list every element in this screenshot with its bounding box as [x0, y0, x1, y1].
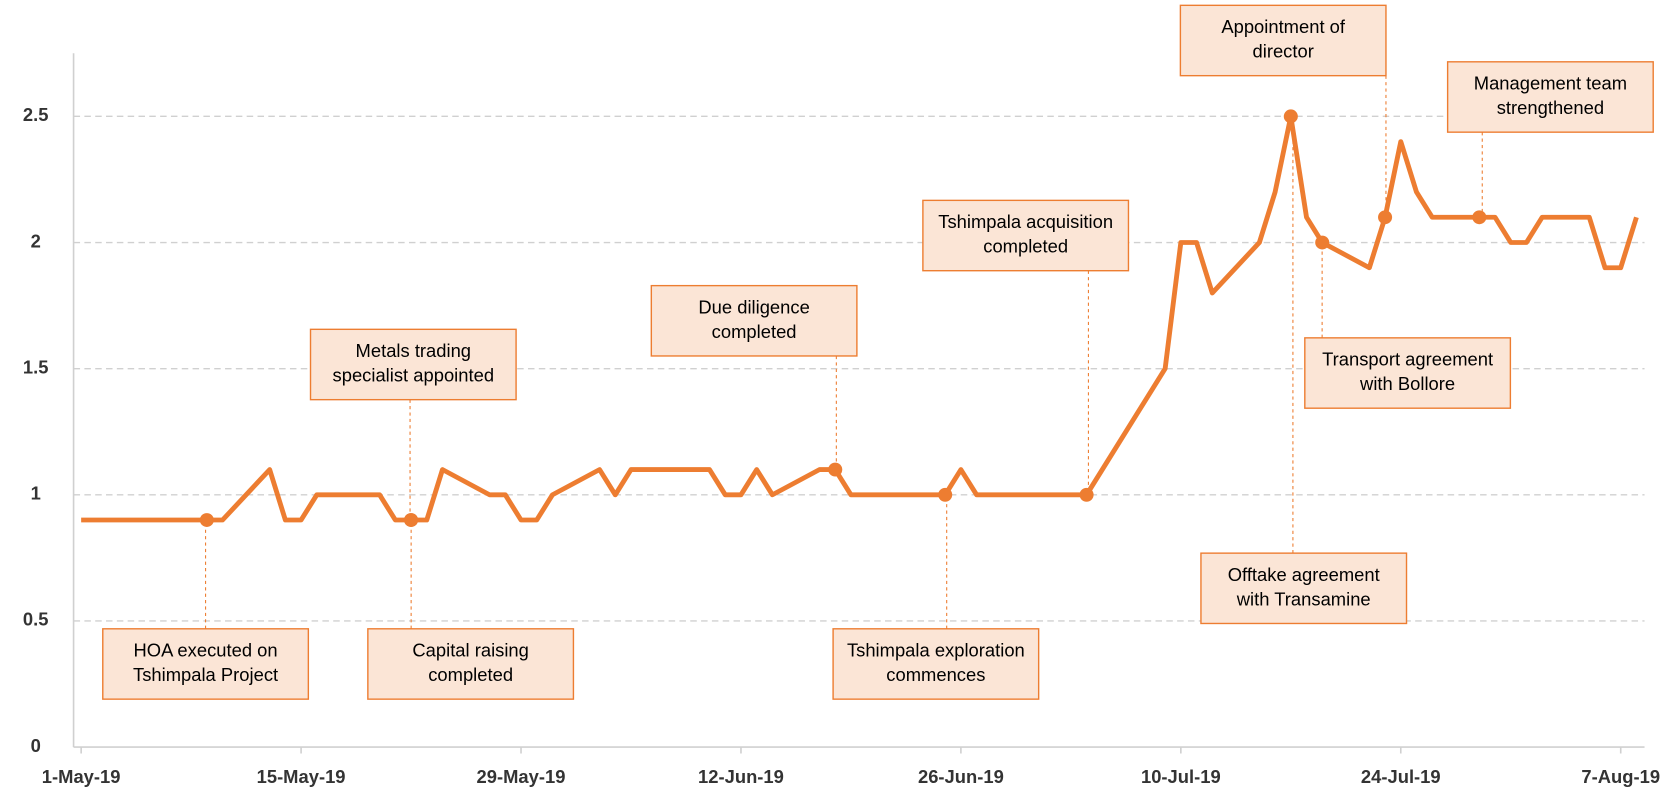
annotation: Capital raising completed	[367, 628, 575, 700]
annotation: Management team strengthened	[1446, 61, 1654, 133]
annotation-box	[1179, 4, 1387, 77]
annotation-text: Management team	[1474, 73, 1627, 94]
annotation-text: specialist appointed	[333, 365, 495, 386]
annotation-leader	[945, 494, 948, 629]
annotation-box	[102, 628, 310, 700]
annotation-text: Due diligence	[698, 296, 809, 317]
y-tick-label: 2	[31, 230, 41, 251]
annotation-leader	[205, 519, 207, 629]
annotation-box	[1304, 337, 1512, 409]
y-tick-label: 0.5	[23, 609, 49, 630]
x-tick-label: 12-Jun-19	[698, 766, 784, 787]
annotation-marker	[1315, 235, 1330, 250]
annotation-box	[832, 628, 1040, 700]
annotation-marker	[199, 513, 214, 527]
annotation: Tshimpala acquisition completed	[922, 199, 1130, 272]
annotation-box	[650, 284, 858, 357]
annotation-leader	[1479, 132, 1483, 218]
annotation-text: completed	[983, 236, 1068, 257]
annotation: Tshimpala exploration commences	[832, 628, 1040, 700]
annotation-leader	[1086, 270, 1089, 496]
annotation-box	[1446, 61, 1654, 133]
annotation-text: Tshimpala Project	[133, 664, 278, 685]
annotation-marker	[1378, 210, 1393, 225]
annotation-text: with Transamine	[1236, 588, 1371, 609]
annotation-text: Transport agreement	[1322, 349, 1493, 370]
annotation: HOA executed on Tshimpala Project	[102, 628, 310, 700]
x-tick-label: 29-May-19	[477, 766, 566, 787]
annotation-text: Capital raising	[412, 640, 529, 661]
y-tick-label: 2.5	[23, 104, 49, 125]
annotation: Appointment of director	[1179, 4, 1387, 77]
x-tick-label: 15-May-19	[257, 766, 346, 787]
x-tick-label: 7-Aug-19	[1581, 766, 1660, 787]
x-tick-label: 26-Jun-19	[918, 766, 1004, 787]
annotation-leader	[1290, 115, 1294, 554]
x-tick-label: 1-May-19	[42, 766, 121, 787]
x-tick-label: 10-Jul-19	[1141, 766, 1221, 787]
annotation: Metals trading specialist appointed	[309, 328, 517, 401]
annotation-text: Metals trading	[356, 340, 471, 361]
annotation-leader	[1385, 75, 1387, 218]
annotation-box	[367, 628, 575, 700]
annotation-text: commences	[886, 664, 985, 685]
price-line	[81, 113, 1639, 523]
annotation-text: Offtake agreement	[1228, 564, 1380, 585]
annotation-text: Tshimpala acquisition	[938, 211, 1113, 232]
annotation-text: completed	[712, 321, 797, 342]
annotation-marker	[404, 513, 419, 527]
annotation-box	[1200, 552, 1408, 625]
annotation-text: Appointment of	[1221, 16, 1346, 37]
annotation: Due diligence completed	[650, 284, 858, 357]
y-tick-label: 1.5	[23, 357, 49, 378]
annotation-marker	[1283, 109, 1298, 124]
annotation-marker	[938, 487, 953, 502]
annotation-text: director	[1253, 41, 1314, 62]
annotation-leader	[835, 355, 837, 471]
annotation-box	[922, 199, 1130, 272]
annotation-leader	[409, 399, 412, 521]
y-tick-label: 0	[31, 735, 41, 756]
annotation-marker	[1079, 487, 1094, 502]
annotation-marker	[1472, 210, 1487, 225]
annotation-text: with Bollore	[1359, 373, 1455, 394]
annotation-text: HOA executed on	[134, 640, 278, 661]
annotation-box	[309, 328, 517, 401]
x-tick-label: 24-Jul-19	[1361, 766, 1441, 787]
annotation: Offtake agreement with Transamine	[1200, 552, 1408, 625]
annotation: Transport agreement with Bollore	[1304, 337, 1512, 409]
annotation-text: completed	[428, 664, 513, 685]
annotation-marker	[828, 462, 843, 477]
y-tick-label: 1	[31, 483, 41, 504]
annotation-text: strengthened	[1497, 97, 1604, 118]
annotation-text: Tshimpala exploration	[847, 640, 1025, 661]
